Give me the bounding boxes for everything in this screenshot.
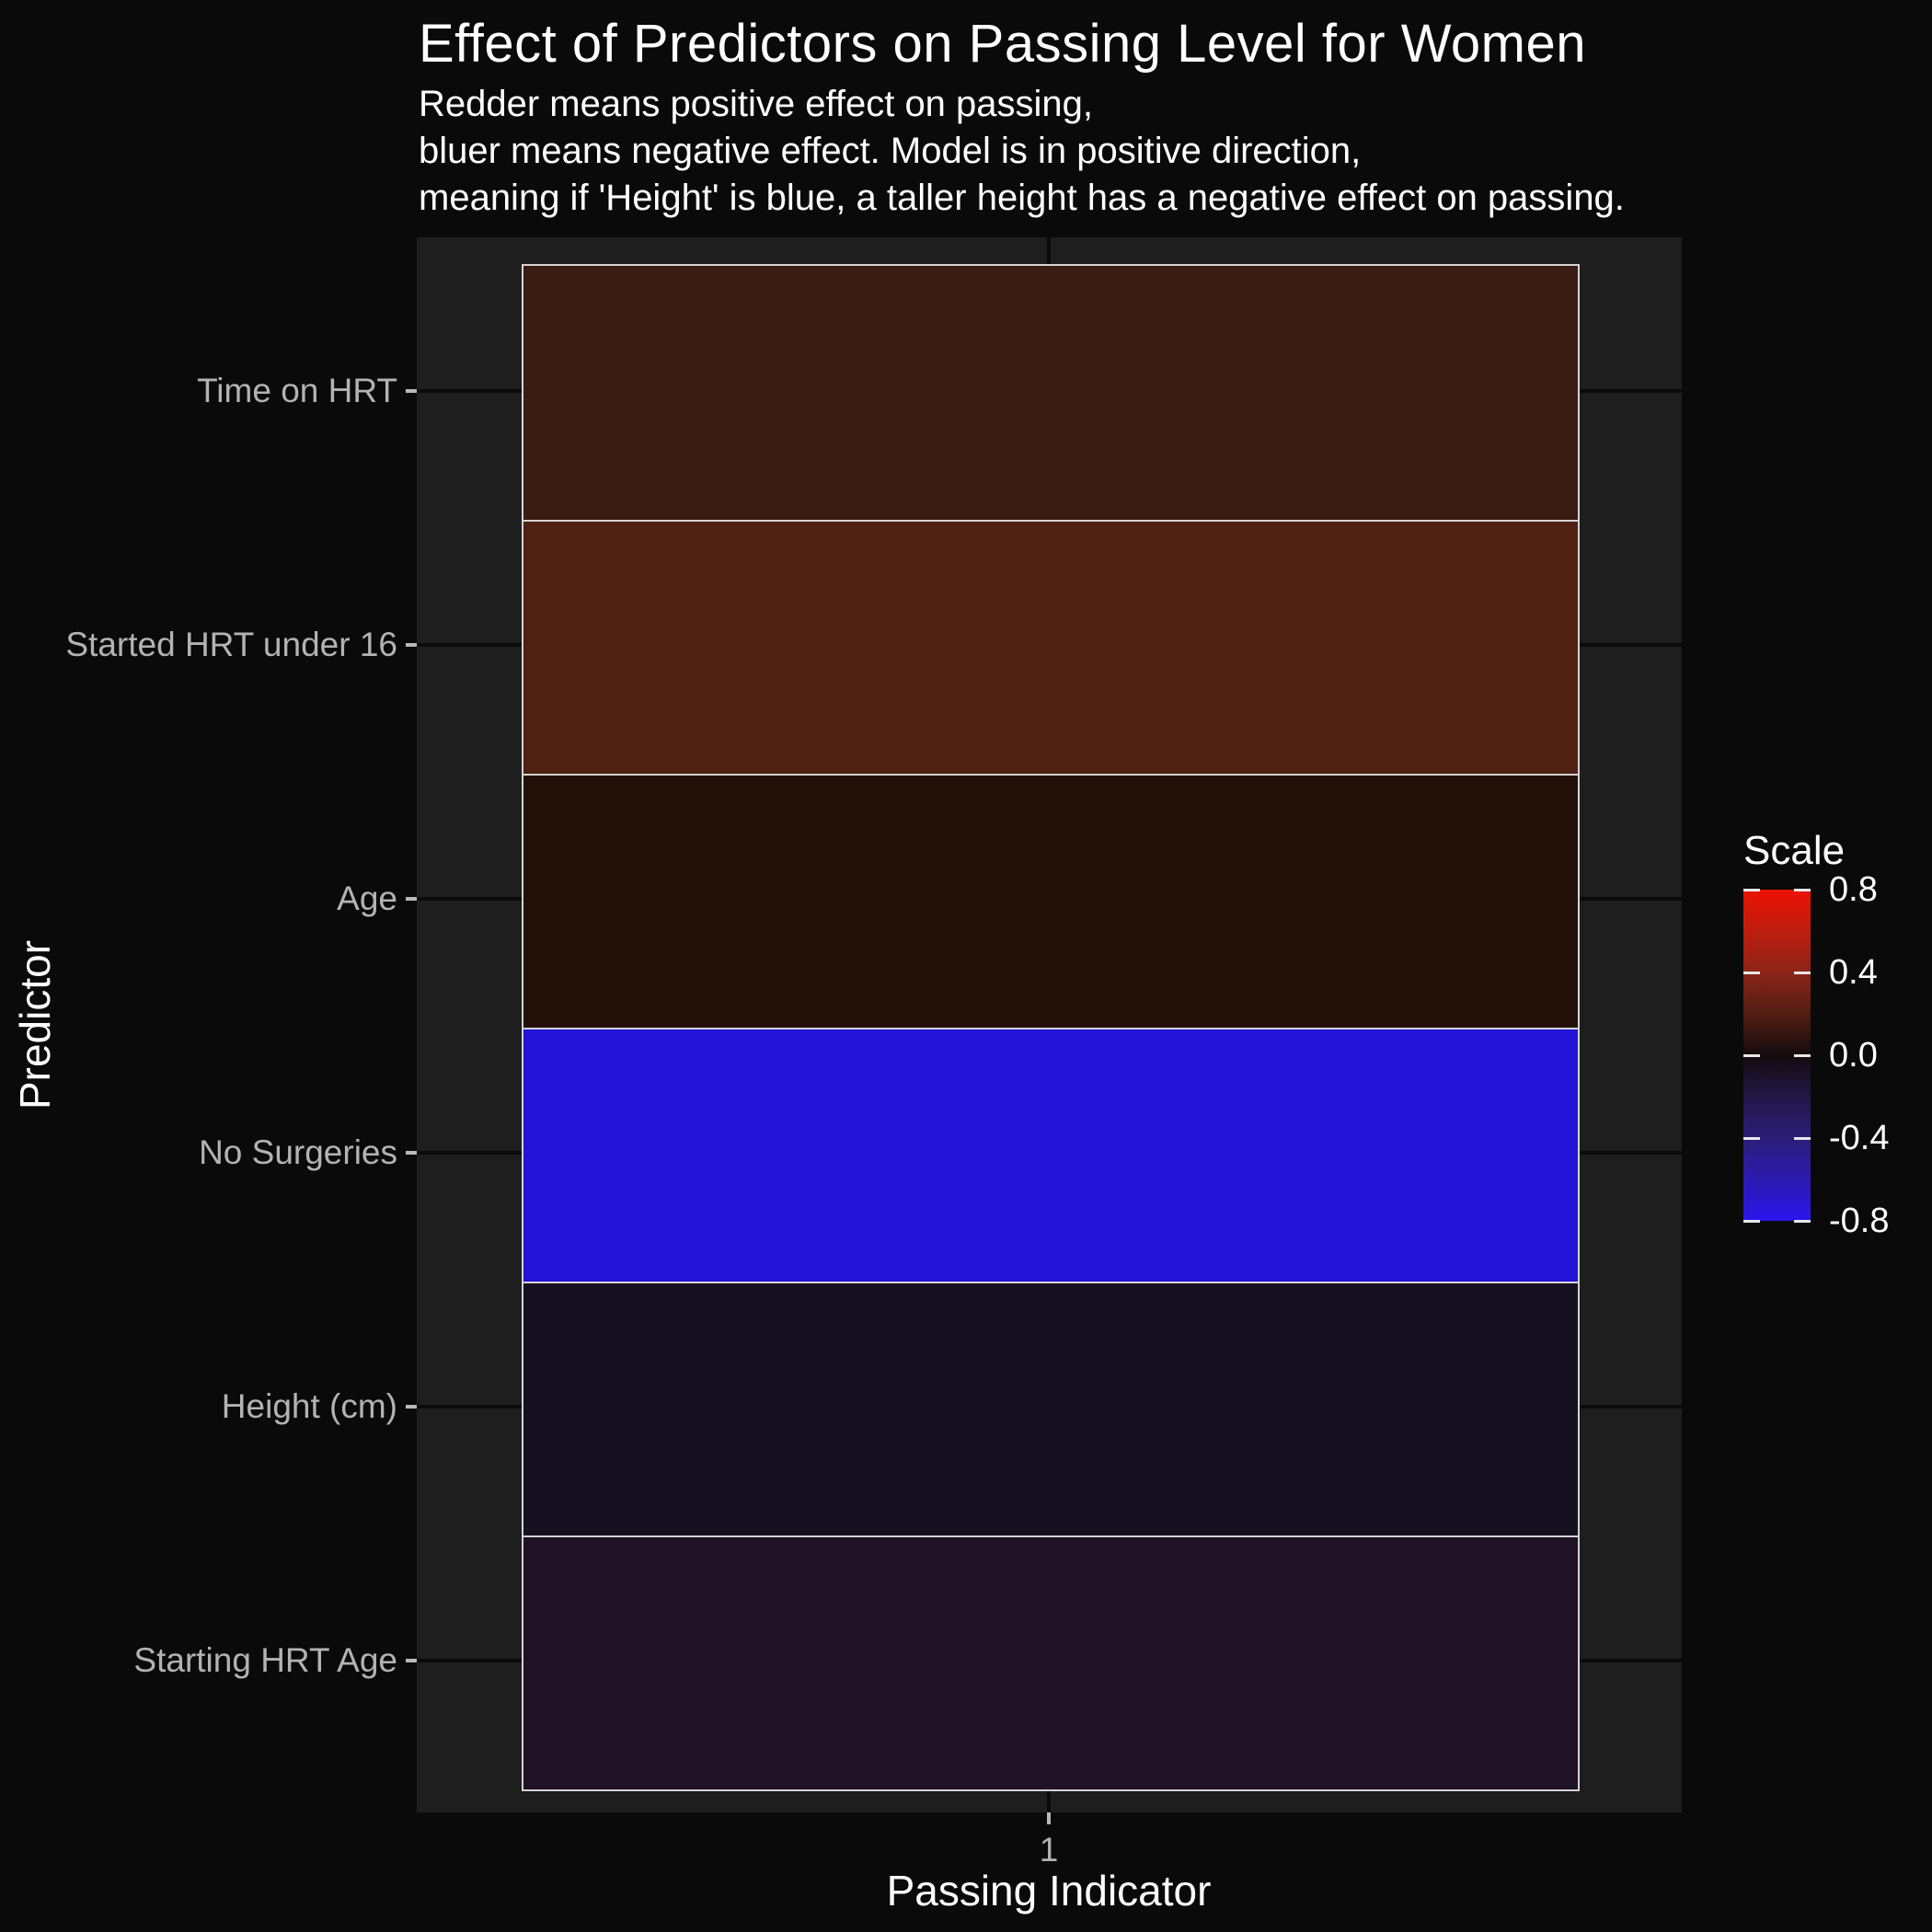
y-tick-label: Starting HRT Age xyxy=(133,1641,397,1679)
y-tick-mark xyxy=(406,1151,417,1155)
y-tick-label: No Surgeries xyxy=(199,1133,397,1171)
legend-tick-mark xyxy=(1743,971,1760,974)
legend-tick-mark xyxy=(1743,1136,1760,1140)
chart-subtitle-line-1: Redder means positive effect on passing, xyxy=(419,84,1094,124)
chart-subtitle-line-3: meaning if 'Height' is blue, a taller he… xyxy=(419,178,1625,218)
y-tick-label: Started HRT under 16 xyxy=(65,626,397,663)
heatmap-tile-age xyxy=(523,774,1578,1028)
heatmap-tiles xyxy=(522,264,1580,1791)
legend-tick-mark xyxy=(1743,1219,1760,1223)
legend-tick-mark xyxy=(1743,888,1760,891)
legend-tick-label: 0.4 xyxy=(1829,953,1878,992)
y-tick-mark xyxy=(406,1659,417,1662)
heatmap-tile-no-surgeries xyxy=(523,1028,1578,1282)
chart-subtitle: Redder means positive effect on passing,… xyxy=(419,81,1625,222)
y-tick-mark xyxy=(406,389,417,393)
legend-tick-mark xyxy=(1794,1136,1811,1140)
legend-tick-mark xyxy=(1794,971,1811,974)
legend-tick-label: 0.8 xyxy=(1829,870,1878,909)
y-axis-title: Predictor xyxy=(11,939,59,1110)
heatmap-tile-height-cm- xyxy=(523,1282,1578,1535)
y-tick-label: Height (cm) xyxy=(221,1387,397,1425)
legend-tick-mark xyxy=(1794,1219,1811,1223)
heatmap-tile-started-hrt-under-16 xyxy=(523,520,1578,774)
chart-title: Effect of Predictors on Passing Level fo… xyxy=(419,14,1586,74)
y-tick-mark xyxy=(406,1405,417,1409)
y-tick-label: Age xyxy=(337,880,397,917)
legend-tick-mark xyxy=(1794,888,1811,891)
legend-tick-label: -0.4 xyxy=(1829,1119,1890,1157)
legend-tick-label: 0.0 xyxy=(1829,1036,1878,1075)
heatmap-tile-time-on-hrt xyxy=(523,266,1578,520)
x-tick-mark xyxy=(1047,1812,1051,1824)
heatmap-tile-starting-hrt-age xyxy=(523,1535,1578,1789)
chart-subtitle-line-2: bluer means negative effect. Model is in… xyxy=(419,131,1362,171)
x-axis-title: Passing Indicator xyxy=(886,1867,1212,1915)
y-tick-label: Time on HRT xyxy=(197,372,397,409)
legend-tick-mark xyxy=(1743,1053,1760,1057)
legend-tick-mark xyxy=(1794,1053,1811,1057)
y-tick-mark xyxy=(406,897,417,901)
y-tick-mark xyxy=(406,643,417,647)
x-tick-label: 1 xyxy=(1039,1831,1059,1869)
legend-tick-label: -0.8 xyxy=(1829,1202,1890,1240)
legend-title: Scale xyxy=(1743,828,1846,873)
